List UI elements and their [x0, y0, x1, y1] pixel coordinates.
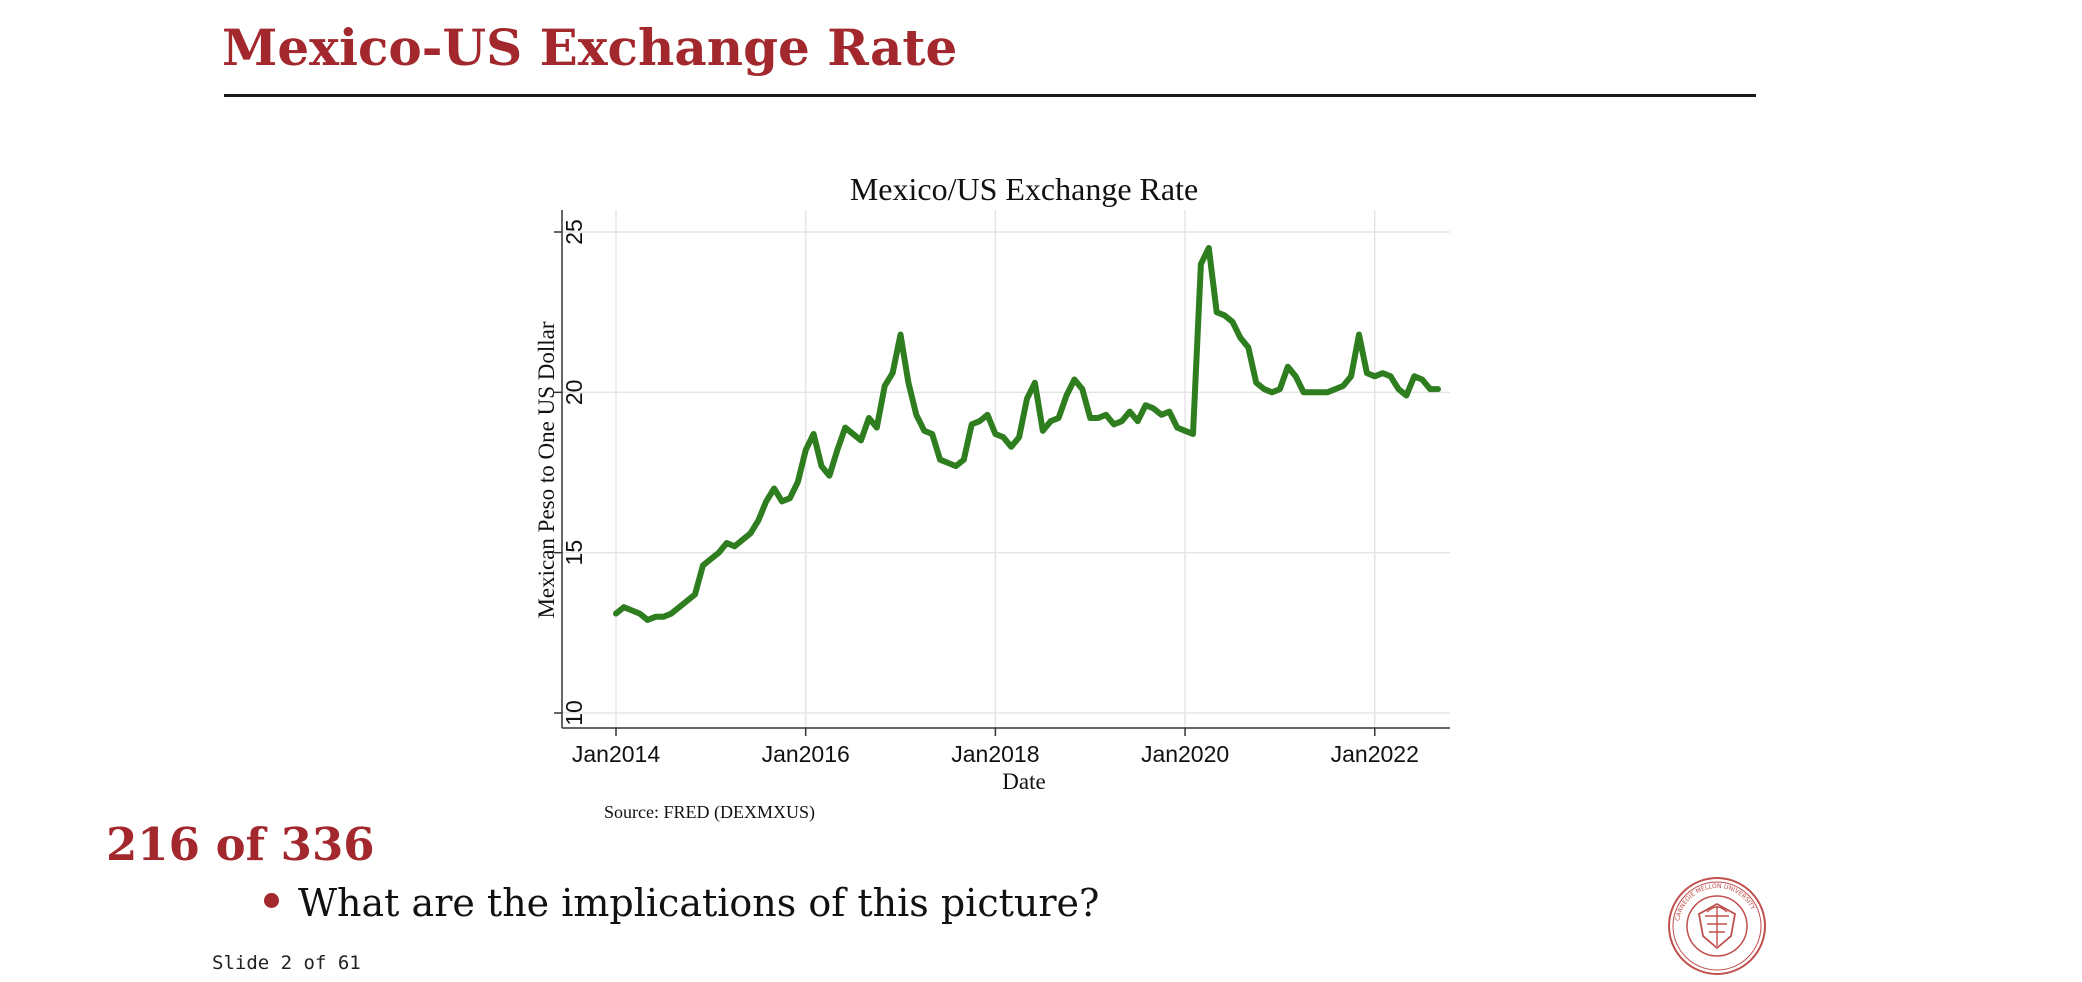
x-tick-label: Jan2016	[762, 741, 850, 767]
chart-title: Mexico/US Exchange Rate	[850, 171, 1198, 207]
grid-lines	[562, 210, 1450, 728]
slide-counter: 216 of 336	[106, 818, 375, 871]
y-axis-ticks: 10 15 20 25	[554, 219, 587, 726]
y-axis-label: Mexican Peso to One US Dollar	[534, 321, 559, 618]
bullet-icon	[264, 893, 279, 908]
x-tick-label: Jan2022	[1331, 741, 1419, 767]
y-tick-label: 25	[561, 219, 587, 245]
x-axis-label: Date	[1002, 769, 1045, 794]
x-axis-ticks: Jan2014 Jan2016 Jan2018 Jan2020 Jan2022	[572, 728, 1419, 767]
slide-title: Mexico-US Exchange Rate	[222, 18, 958, 77]
university-seal-icon: CARNEGIE MELLON UNIVERSITY	[1668, 877, 1766, 975]
title-divider	[224, 94, 1756, 97]
x-tick-label: Jan2014	[572, 741, 660, 767]
y-tick-label: 15	[561, 540, 587, 566]
y-tick-label: 20	[561, 380, 587, 406]
bullet-question: What are the implications of this pictur…	[298, 881, 1100, 925]
chart-source-note: Source: FRED (DEXMXUS)	[604, 802, 815, 823]
y-tick-label: 10	[561, 700, 587, 726]
exchange-rate-series-line	[613, 245, 1441, 623]
x-tick-label: Jan2018	[951, 741, 1039, 767]
slide-number: Slide 2 of 61	[212, 952, 361, 974]
x-tick-label: Jan2020	[1141, 741, 1229, 767]
